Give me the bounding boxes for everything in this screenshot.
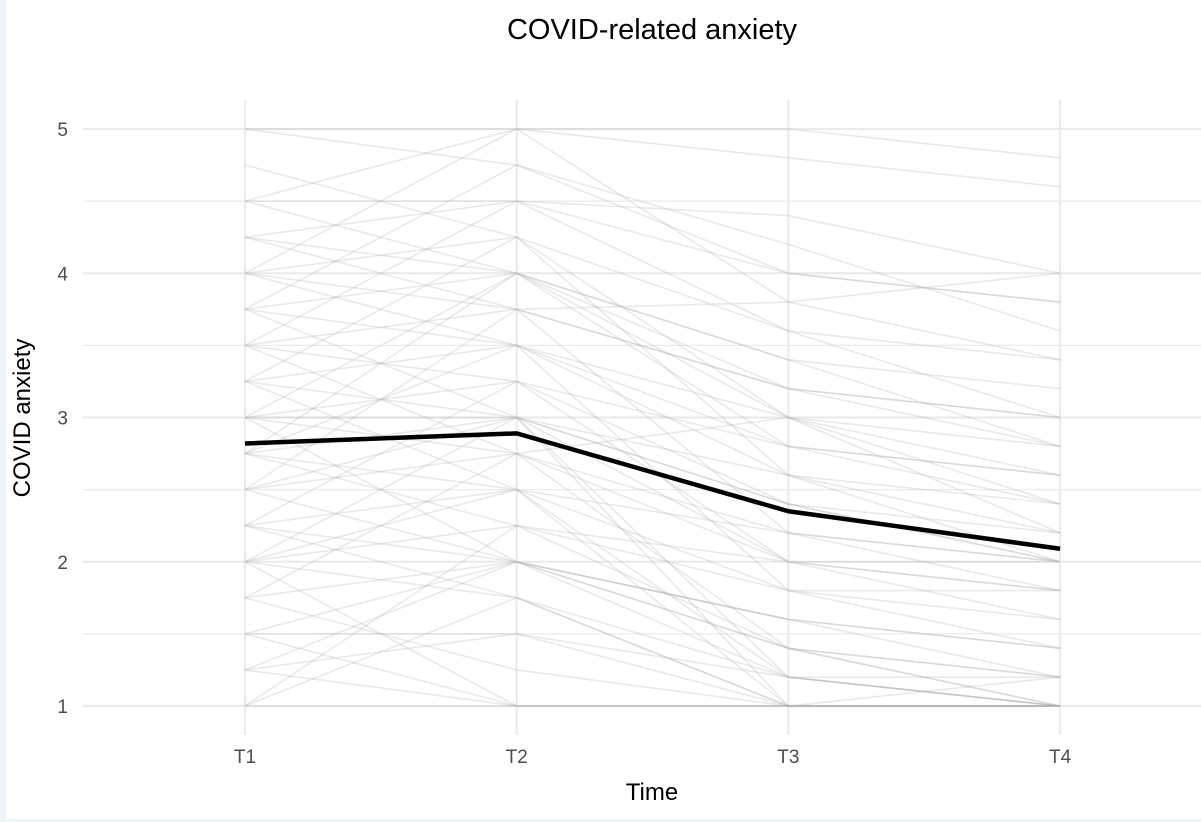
trajectory-line [244,200,1061,303]
trajectory-line [244,380,1061,527]
trajectory-line [244,344,1061,563]
trajectory-line [244,560,1061,707]
trajectory-line [244,597,1061,707]
trajectory-line [244,308,1061,419]
trajectory-line [244,488,1061,707]
y-tick-label: 5 [57,120,68,141]
trajectory-line [244,524,1061,650]
x-tick-label: T1 [234,747,256,768]
trajectory-line [244,200,1061,476]
trajectory-line [245,200,1061,361]
trajectory-line [244,236,1061,534]
trajectory-line [244,236,1061,448]
trajectory-line [244,344,1061,455]
x-axis-title: Time [626,779,678,806]
trajectory-line [244,128,1061,332]
trajectory-line [244,416,1061,563]
individual-trajectories [244,128,1061,707]
y-tick-label: 4 [57,264,68,285]
trajectory-line [244,164,1061,534]
y-tick-labels: 1 2 3 4 5 [57,120,68,718]
trajectory-line [244,416,1061,650]
trajectory-line [244,272,1061,592]
x-tick-labels: T1 T2 T3 T4 [234,747,1072,768]
trajectory-line [245,633,1061,707]
trajectory-line [244,236,1061,476]
trajectory-line [244,416,1061,505]
x-tick-label: T4 [1049,747,1072,768]
window-edge-left [0,0,6,822]
mean-line-group [244,431,1061,551]
trajectory-line [244,272,1061,455]
trajectory-line [245,416,1061,563]
trajectory-line [244,164,1061,311]
trajectory-line [244,669,1061,707]
grid [83,100,1201,735]
trajectory-line [244,452,1061,592]
trajectory-line [244,272,1061,390]
trajectory-line [244,301,1061,491]
mean-line [244,431,1061,551]
chart-title: COVID-related anxiety [507,14,798,46]
trajectory-line [244,560,1061,707]
trajectory-line [245,128,1061,159]
trajectory-line [244,380,1061,707]
trajectory-line [244,200,1061,347]
trajectory-line [244,416,1061,707]
trajectory-line [244,128,1061,274]
y-axis-title: COVID anxiety [9,339,36,498]
trajectory-line [244,488,1061,678]
trajectory-line [244,452,1061,599]
y-tick-label: 2 [57,553,68,574]
trajectory-line [244,488,1061,621]
trajectory-line [244,308,1061,650]
y-tick-label: 3 [57,409,68,430]
trajectory-line [244,524,1061,707]
trajectory-line [244,524,1061,707]
trajectory-line [244,344,1061,678]
trajectory-line [244,633,1061,678]
trajectory-line [244,560,1061,707]
y-tick-label: 1 [57,697,68,718]
x-tick-label: T3 [777,747,799,768]
trajectory-line [244,272,1061,448]
trajectory-line [244,380,1061,707]
trajectory-line [244,561,1061,707]
trajectory-line [244,416,1061,534]
window-edge-bottom [0,819,1201,822]
trajectory-line [244,236,1061,419]
trajectory-line [244,272,1061,505]
trajectory-line [244,524,1061,707]
trajectory-line [244,128,1061,303]
trajectory-line [244,308,1061,563]
trajectory-line [244,452,1061,563]
trajectory-line [244,344,1061,476]
trajectory-line [244,452,1061,621]
trajectory-line [244,633,1061,707]
trajectory-line [244,560,1061,678]
trajectory-line [244,596,1061,707]
x-tick-label: T2 [506,747,528,768]
